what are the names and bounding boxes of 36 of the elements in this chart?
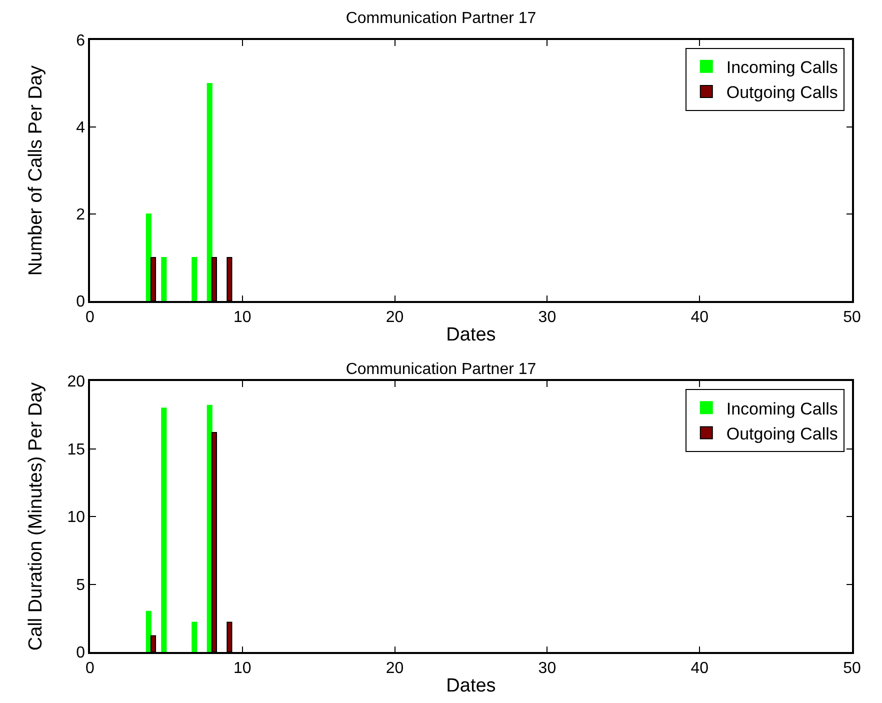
- y-tick-label: 5: [76, 576, 86, 594]
- y-tick-label: 0: [76, 644, 86, 662]
- y-axis-title: Call Duration (Minutes) Per Day: [26, 382, 46, 651]
- legend-label: Outgoing Calls: [726, 83, 838, 102]
- bar: [206, 83, 212, 301]
- x-tick-label: 50: [843, 308, 861, 326]
- bar: [146, 610, 152, 652]
- bar: [192, 257, 198, 301]
- y-tick-label: 4: [76, 120, 86, 137]
- bar: [146, 214, 152, 301]
- bar: [192, 622, 198, 652]
- bar: [161, 408, 167, 652]
- x-tick-label: 30: [538, 308, 556, 326]
- x-tick-label: 20: [386, 308, 404, 326]
- x-tick-label: 40: [690, 660, 709, 677]
- x-tick-label: 20: [386, 660, 404, 677]
- x-tick-label: 10: [234, 660, 252, 677]
- legend-label: Incoming Calls: [726, 58, 838, 78]
- y-tick-label: 20: [67, 374, 86, 391]
- x-tick-label: 30: [538, 660, 556, 677]
- legend-label: Outgoing Calls: [726, 424, 838, 444]
- x-tick-label: 10: [234, 308, 252, 326]
- y-tick-label: 15: [67, 441, 86, 458]
- y-tick-label: 10: [67, 509, 86, 526]
- chart-title: Communication Partner 17: [346, 10, 536, 28]
- x-tick-label: 40: [690, 308, 709, 326]
- chart-title: Communication Partner 17: [346, 361, 536, 378]
- legend-label: Incoming Calls: [726, 399, 838, 418]
- bar: [161, 257, 167, 301]
- y-tick-label: 0: [76, 294, 86, 311]
- x-tick-label: 50: [843, 660, 861, 677]
- x-axis-title: Dates: [446, 675, 496, 696]
- y-tick-label: 6: [76, 32, 86, 50]
- y-tick-label: 2: [76, 206, 86, 224]
- y-axis-title: Number of Calls Per Day: [26, 64, 46, 276]
- x-axis-title: Dates: [446, 324, 496, 346]
